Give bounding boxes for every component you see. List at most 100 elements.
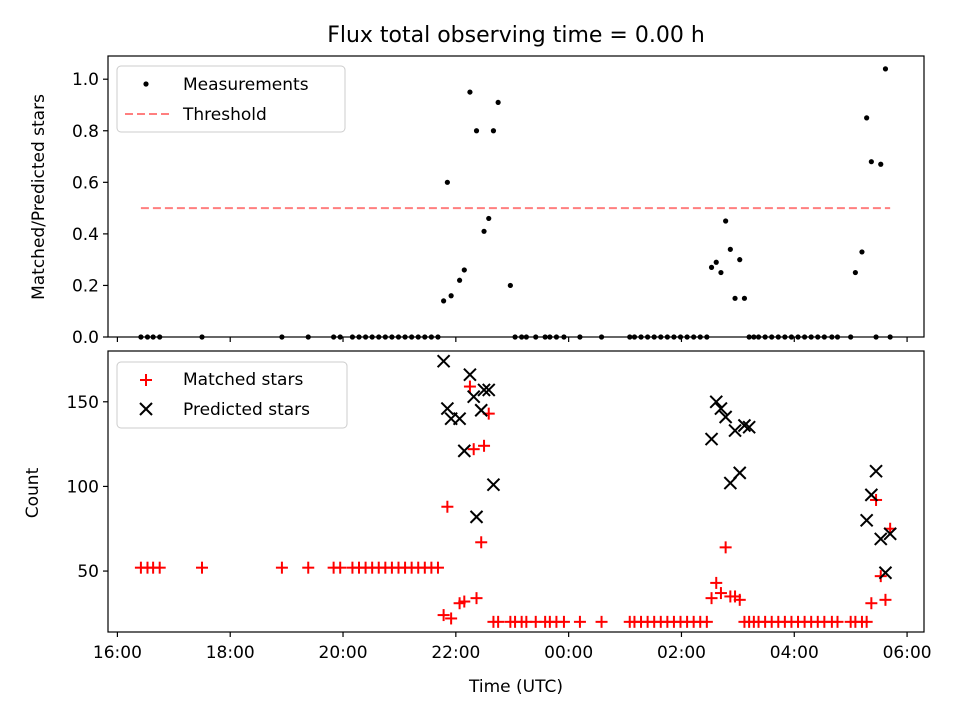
measurement-point — [519, 334, 525, 340]
matched-star-point — [831, 615, 844, 628]
predicted-star-point — [457, 444, 472, 458]
matched-star-point — [153, 561, 166, 574]
measurement-point — [713, 259, 719, 265]
top-ytick-label: 0.0 — [72, 328, 99, 348]
matched-star-point — [467, 443, 480, 456]
measurement-point — [887, 334, 893, 340]
measurement-point — [490, 128, 497, 134]
measurement-point — [144, 334, 151, 340]
matched-star-point — [557, 615, 570, 628]
measurement-point — [864, 115, 870, 121]
measurement-point — [305, 334, 311, 340]
matched-star-point — [334, 561, 347, 574]
predicted-star-point — [869, 464, 883, 478]
bottom-legend-box — [116, 361, 348, 429]
measurement-point — [428, 334, 434, 340]
measurement-point — [395, 334, 402, 340]
matched-star-point — [573, 615, 586, 628]
measurement-point — [448, 293, 454, 299]
measurement-point — [802, 334, 808, 340]
measurement-point — [481, 228, 487, 234]
measurement-point — [337, 334, 343, 340]
predicted-star-point — [436, 354, 451, 368]
measurement-point — [638, 334, 644, 340]
matched-star-point — [445, 612, 458, 625]
top-legend: Measurements Threshold — [116, 65, 346, 133]
predicted-star-point — [704, 432, 719, 446]
bottom-axes-frame — [107, 350, 925, 633]
measurement-point — [389, 334, 395, 340]
top-ylabel: Matched/Predicted stars — [29, 94, 49, 300]
measurement-point — [808, 334, 814, 340]
measurement-point — [150, 334, 156, 340]
measurement-point — [349, 334, 356, 340]
measurement-point — [697, 334, 703, 340]
measurement-point — [467, 89, 473, 95]
top-ytick-label: 1.0 — [72, 70, 99, 90]
measurement-point — [331, 334, 337, 340]
legend-measurements-marker — [143, 81, 149, 87]
matched-star-point — [492, 615, 505, 628]
legend-predicted-marker — [139, 402, 153, 416]
top-axes: Matched/Predicted stars 0.0 0.2 0.4 0.6 0.8 1… — [29, 55, 925, 348]
predicted-star-point — [737, 418, 752, 433]
measurement-point — [356, 334, 362, 340]
bottom-xtick-label: 16:00 — [93, 643, 142, 663]
measurement-point — [671, 334, 677, 340]
matched-star-point — [437, 609, 450, 622]
measurement-point — [577, 334, 583, 340]
predicted-star-point — [864, 488, 879, 502]
predicted-star-point — [874, 532, 888, 546]
predicted-star-point — [733, 466, 747, 480]
measurement-point — [859, 249, 865, 255]
measurement-point — [762, 334, 768, 340]
measurement-point — [631, 334, 638, 340]
measurement-point — [444, 179, 450, 185]
matched-star-point — [302, 561, 315, 574]
bottom-axes: Count Time (UTC) 50 100 150 16:00 18:00 20:00… — [23, 350, 932, 697]
bottom-ytick-label: 150 — [67, 393, 99, 413]
predicted-star-point — [883, 527, 897, 541]
measurement-point — [755, 334, 762, 340]
matched-star-point — [478, 439, 491, 452]
bottom-xtick-label: 06:00 — [883, 643, 932, 663]
predicted-star-point — [463, 367, 477, 382]
legend-matched-marker — [140, 374, 152, 386]
measurement-point — [279, 334, 285, 340]
measurement-point — [882, 66, 889, 72]
measurement-point — [737, 257, 743, 263]
measurement-point — [533, 334, 539, 340]
measurement-point — [821, 334, 827, 340]
measurement-point — [422, 334, 428, 340]
measurement-point — [834, 334, 841, 340]
measurement-point — [727, 246, 733, 252]
predicted-star-point — [452, 412, 467, 426]
matched-star-point — [431, 561, 444, 574]
bottom-xlabel: Time (UTC) — [468, 677, 563, 697]
measurement-point — [157, 334, 163, 340]
predicted-star-point — [878, 566, 893, 580]
measurement-point — [456, 277, 463, 283]
bottom-xtick-label: 00:00 — [544, 643, 593, 663]
measurement-point — [815, 334, 821, 340]
measurement-point — [691, 334, 697, 340]
matched-star-point — [879, 593, 892, 606]
measurement-point — [718, 269, 724, 276]
measurement-point — [658, 334, 664, 340]
predicted-star-point — [859, 513, 874, 527]
predicted-star-point — [709, 395, 723, 409]
matched-star-point — [595, 615, 608, 628]
measurement-point — [507, 282, 513, 289]
measurement-point — [645, 334, 651, 340]
predicted-star-point — [728, 423, 742, 438]
measurement-point — [788, 334, 795, 340]
matched-star-point — [196, 561, 209, 574]
predicted-star-point — [486, 478, 501, 492]
measurement-point — [486, 215, 492, 222]
legend-predicted-label: Predicted stars — [183, 400, 310, 420]
measurement-point — [708, 264, 715, 270]
predicted-star-point — [474, 403, 488, 417]
measurement-point — [547, 334, 553, 340]
measurement-point — [751, 334, 757, 340]
measurement-point — [441, 298, 447, 304]
